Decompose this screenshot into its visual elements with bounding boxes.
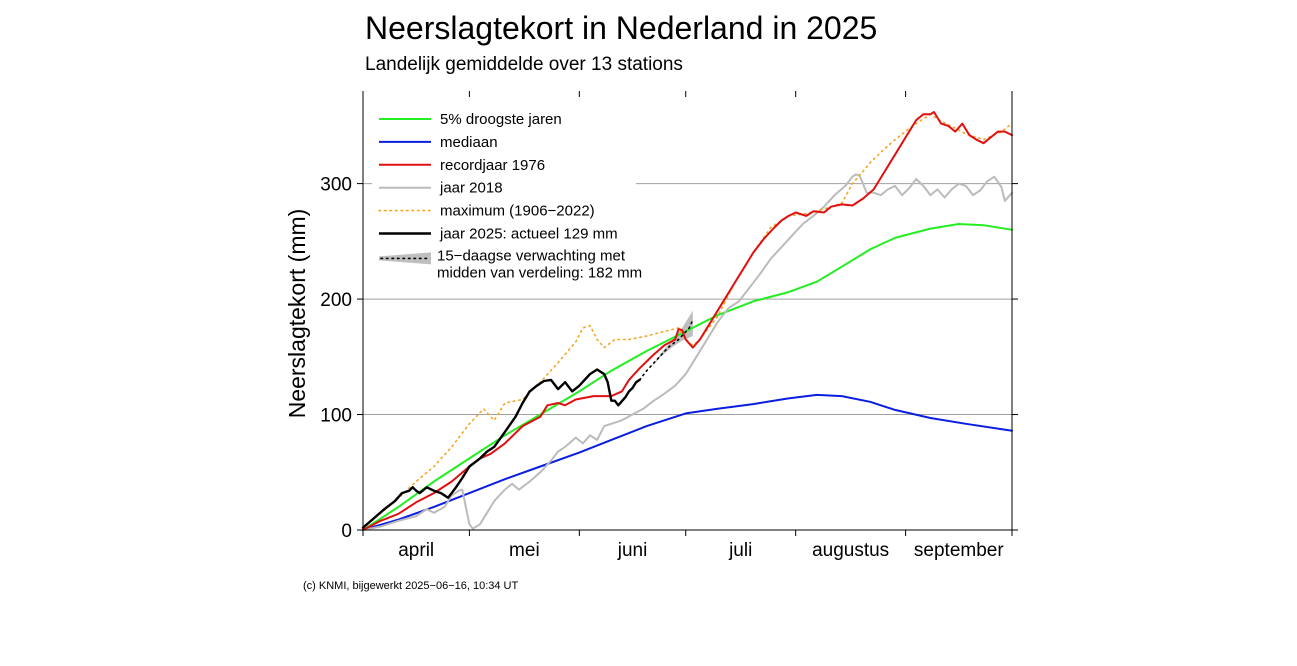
legend-label-dry5: 5% droogste jaren xyxy=(440,111,562,128)
copyright-footer: (c) KNMI, bijgewerkt 2025−06−16, 10:34 U… xyxy=(303,580,519,592)
forecast-median-line xyxy=(638,319,694,381)
y-axis-label: Neerslagtekort (mm) xyxy=(284,209,310,419)
legend-label-forecast-1: 15−daagse verwachting met xyxy=(437,247,626,264)
legend-background xyxy=(372,104,636,282)
x-tick-label-mei: mei xyxy=(509,540,540,561)
x-tick-label-september: september xyxy=(914,540,1004,561)
series-layer xyxy=(361,111,1013,531)
legend-label-y2018: jaar 2018 xyxy=(439,180,503,197)
legend-label-median: mediaan xyxy=(440,134,498,151)
y-tick-label: 100 xyxy=(320,406,352,427)
legend-label-maxdot: maximum (1906−2022) xyxy=(440,203,595,220)
series-line-maxdot xyxy=(362,113,1013,529)
series-line-y2025 xyxy=(361,368,641,529)
chart-subtitle: Landelijk gemiddelde over 13 stations xyxy=(365,54,683,75)
series-line-median xyxy=(362,393,1013,531)
y-tick-label: 0 xyxy=(341,521,352,542)
legend-label-forecast-2: midden van verdeling: 182 mm xyxy=(437,264,642,281)
y-tick-label: 300 xyxy=(320,175,352,196)
series-line-dry5 xyxy=(362,223,1013,531)
x-tick-label-juli: juli xyxy=(728,540,752,561)
axis-layer: 0 100 200 300 april mei juni juli augustus septem… xyxy=(284,91,1018,561)
chart-title: Neerslagtekort in Nederland in 2025 xyxy=(365,10,878,46)
series-line-y2018 xyxy=(362,173,1013,531)
series-line-r1976 xyxy=(362,111,1013,531)
x-tick-label-juni: juni xyxy=(617,540,648,561)
legend: 5% droogste jaren mediaan recordjaar 1976 j… xyxy=(372,104,642,282)
x-tick-label-april: april xyxy=(398,540,434,561)
legend-label-y2025: jaar 2025: actueel 129 mm xyxy=(439,226,618,243)
x-tick-label-augustus: augustus xyxy=(812,540,889,561)
legend-label-r1976: recordjaar 1976 xyxy=(440,157,545,174)
y-tick-label: 200 xyxy=(320,290,352,311)
